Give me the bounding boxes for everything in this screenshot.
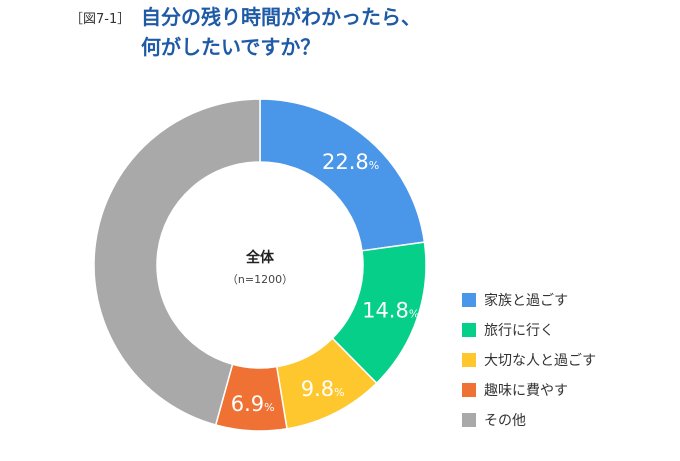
legend-swatch-2 [462,353,476,367]
legend: 家族と過ごす 旅行に行く大切な人と過ごす 趣味に費やす その他 [462,285,596,435]
center-sublabel: （n=1200） [227,273,293,286]
slice-0 [259,98,426,252]
slices-group [93,98,427,432]
legend-item-4: その他 [462,405,596,435]
figure-label: ［図7-1］ [70,12,131,27]
title-line-2: 何がしたいですか？ [141,35,321,59]
legend-swatch-3 [462,383,476,397]
chart-title: 自分の残り時間がわかったら、 何がしたいですか？ [141,2,421,62]
center-label: 全体 [245,249,275,266]
title-line-1: 自分の残り時間がわかったら、 [141,5,421,29]
legend-label-0: 家族と過ごす [484,293,569,309]
data-label-3: 6.9% [231,392,275,416]
data-label-1: 14.8% [362,298,419,322]
legend-item-1: 旅行に行く [462,315,596,345]
legend-label-1: 旅行に行く [484,323,554,339]
legend-item-3: 趣味に費やす [462,375,596,405]
legend-label-2: 大切な人と過ごす [484,353,597,369]
legend-swatch-1 [462,323,476,337]
legend-label-4: その他 [484,413,526,429]
legend-item-0: 家族と過ごす [462,285,596,315]
slice-4 [93,98,261,426]
legend-label-3: 趣味に費やす [484,383,568,399]
legend-item-2: 大切な人と過ごす [462,345,596,375]
data-labels-group: 22.8% 14.8% 9.8% 6.9% [231,150,420,416]
legend-swatch-4 [462,413,476,427]
legend-swatch-0 [462,293,476,307]
data-label-0: 22.8% [322,150,379,174]
data-label-2: 9.8% [301,377,345,401]
